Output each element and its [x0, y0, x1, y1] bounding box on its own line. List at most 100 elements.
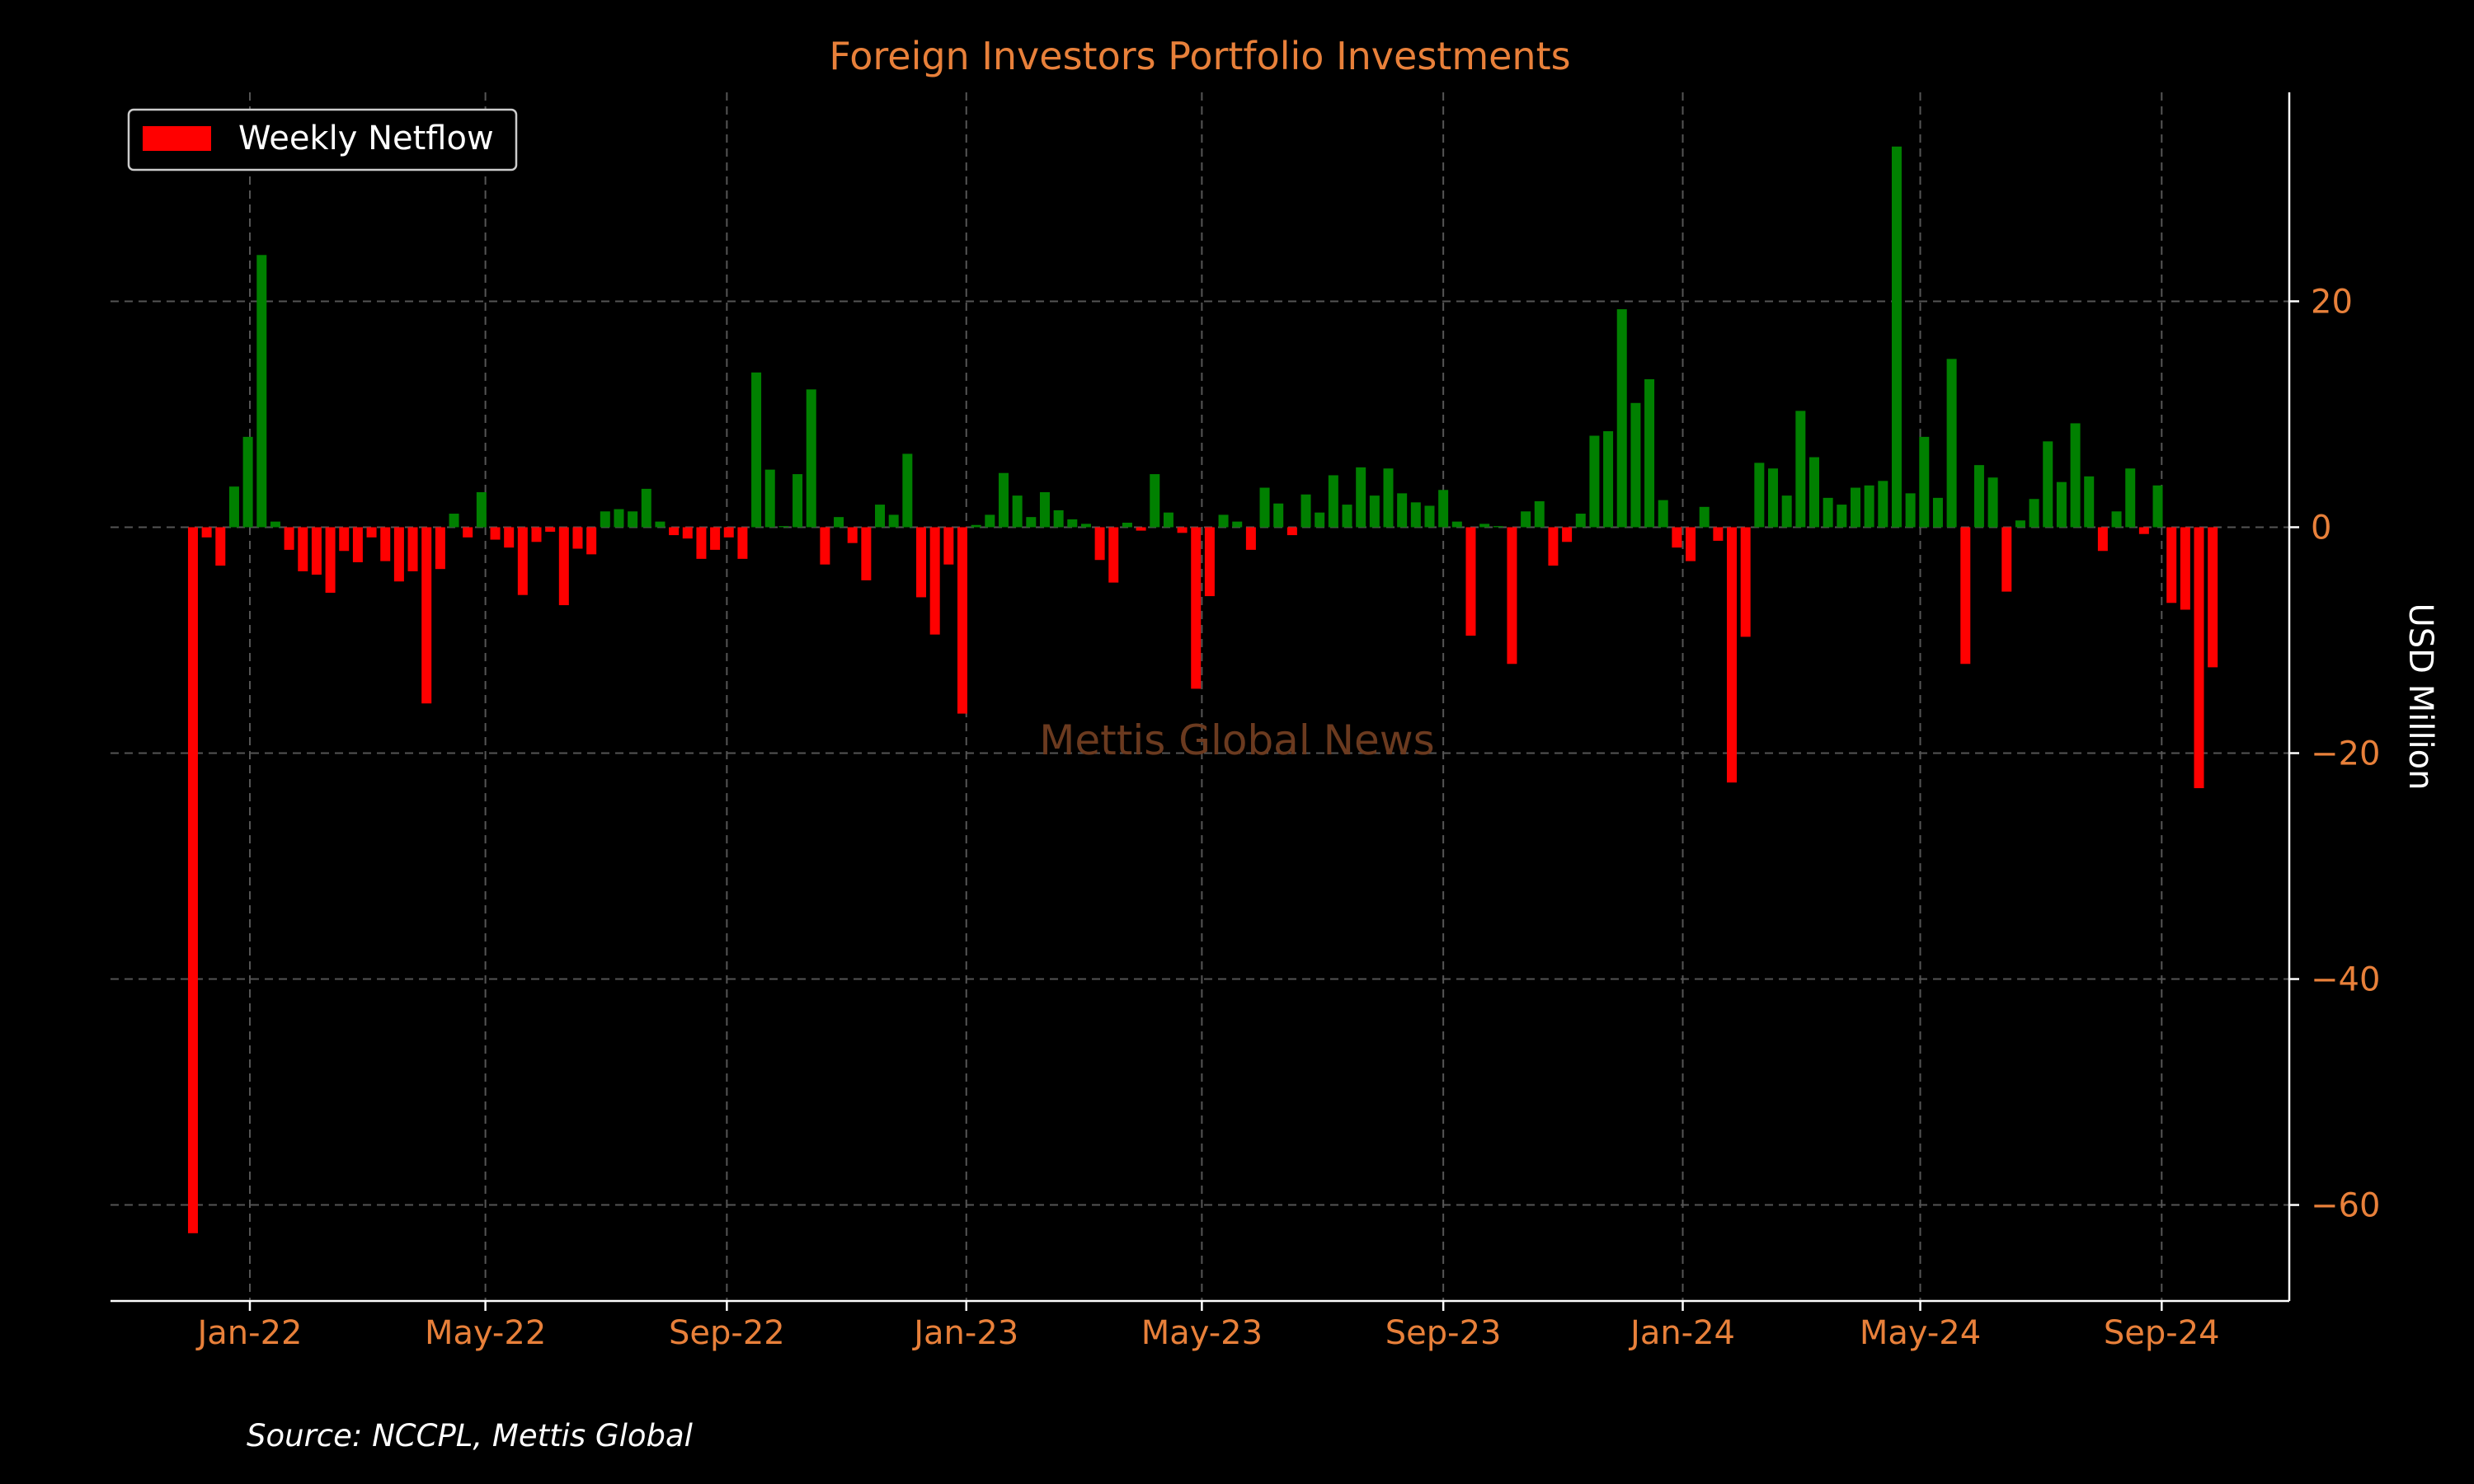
y-tick-label: −40: [2311, 961, 2380, 999]
bar: [834, 517, 844, 528]
bar: [463, 527, 473, 538]
bar: [682, 527, 693, 539]
bar: [1080, 524, 1091, 528]
bar: [2138, 527, 2149, 534]
bar: [1410, 502, 1421, 528]
bar: [187, 527, 198, 1233]
bar: [669, 527, 680, 536]
x-tick-label: Sep-22: [669, 1314, 785, 1352]
bar: [1259, 487, 1270, 528]
legend-box: [127, 108, 518, 171]
bar: [325, 527, 336, 593]
bar: [1603, 431, 1614, 528]
bar: [1919, 436, 1930, 528]
bar: [1094, 527, 1105, 561]
bar: [1946, 359, 1957, 528]
bar: [806, 389, 816, 528]
x-tick-label: May-24: [1860, 1314, 1981, 1352]
bar: [284, 527, 294, 550]
bar: [1575, 514, 1586, 528]
bar: [1768, 468, 1779, 528]
bar: [1521, 511, 1531, 528]
y-axis-label: USD Million: [2401, 603, 2439, 791]
bar: [1781, 495, 1792, 528]
bar: [723, 527, 734, 538]
bar: [476, 492, 487, 528]
bar: [1150, 474, 1160, 528]
bar: [1589, 435, 1600, 528]
bar: [270, 521, 280, 528]
y-tick-label: 20: [2311, 283, 2353, 321]
bar: [696, 527, 707, 559]
bar: [1108, 527, 1119, 583]
bar: [490, 527, 501, 540]
bar: [655, 521, 666, 528]
axes: [111, 92, 2291, 1303]
bar: [1136, 527, 1146, 531]
bar: [628, 511, 638, 528]
bar: [1328, 475, 1338, 528]
bar: [998, 472, 1009, 528]
bar: [751, 372, 762, 528]
bar: [1740, 527, 1751, 637]
bar: [1493, 526, 1503, 528]
bar: [2111, 511, 2122, 528]
bar: [2029, 499, 2039, 528]
bar: [1342, 505, 1352, 528]
bar: [311, 527, 322, 575]
bar: [1644, 379, 1655, 528]
bar: [2194, 527, 2204, 788]
bar: [1315, 512, 1325, 528]
bar: [393, 527, 404, 582]
legend-label: Weekly Netflow: [238, 120, 494, 157]
x-axis-ticks: Jan-22 May-22 Sep-22 Jan-23 May-23 Sep-23 Jan-…: [195, 1301, 2220, 1352]
x-tick-label: May-23: [1141, 1314, 1263, 1352]
bar: [1699, 506, 1710, 528]
bar: [2180, 527, 2190, 610]
bar: [2084, 476, 2095, 528]
bar: [641, 488, 651, 528]
source-note: Source: NCCPL, Mettis Global: [247, 1418, 693, 1453]
bar: [1987, 477, 1998, 528]
bar: [1932, 497, 1943, 528]
bar: [2056, 481, 2067, 528]
bar: [449, 514, 459, 528]
bar: [1286, 527, 1297, 536]
x-tick-label: Jan-24: [1628, 1314, 1735, 1352]
bar: [1273, 503, 1284, 528]
bar: [517, 527, 528, 595]
bars: [187, 146, 2218, 1233]
bar: [1548, 527, 1559, 566]
x-tick-label: Sep-23: [1385, 1314, 1502, 1352]
bar: [1218, 514, 1229, 528]
bar: [710, 527, 721, 550]
bar: [1163, 512, 1174, 528]
bar: [558, 527, 569, 606]
bar: [985, 514, 995, 528]
bar: [1809, 457, 1819, 528]
bar: [888, 514, 899, 528]
bar: [1300, 494, 1311, 528]
bar: [1686, 527, 1696, 561]
bar: [929, 527, 940, 635]
bar: [366, 527, 377, 538]
bar: [1672, 527, 1682, 548]
bar: [586, 527, 597, 555]
bar: [1630, 402, 1641, 528]
bar: [1850, 487, 1860, 528]
bar: [1479, 524, 1490, 528]
y-tick-label: −20: [2311, 735, 2380, 773]
bar: [764, 469, 775, 528]
bar: [298, 527, 308, 571]
bar: [339, 527, 350, 552]
bar: [1451, 521, 1462, 528]
bar: [1891, 146, 1902, 528]
legend: Weekly Netflow: [127, 108, 518, 171]
bar: [1232, 521, 1243, 528]
x-tick-label: May-22: [425, 1314, 546, 1352]
bar: [1960, 527, 1971, 665]
bar: [1026, 517, 1037, 528]
bar: [943, 527, 954, 565]
bar: [1864, 485, 1874, 528]
